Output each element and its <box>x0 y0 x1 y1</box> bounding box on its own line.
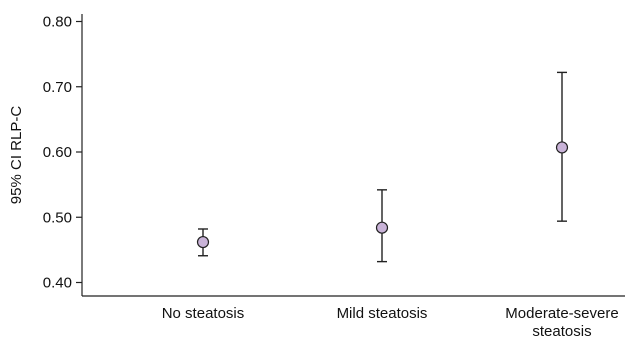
y-tick-label: 0.80 <box>43 14 72 31</box>
y-tick-label: 0.60 <box>43 144 72 161</box>
data-point <box>555 141 569 154</box>
x-tick-label: steatosis <box>532 323 591 340</box>
y-tick-label: 0.70 <box>43 79 72 96</box>
x-tick-label: Moderate-severe <box>505 305 618 322</box>
y-tick-label: 0.40 <box>43 275 72 292</box>
y-axis-title: 95% CI RLP-C <box>8 106 25 205</box>
x-tick-label: No steatosis <box>162 305 245 322</box>
x-tick-label: Mild steatosis <box>337 305 428 322</box>
y-tick-label: 0.50 <box>43 209 72 226</box>
data-point <box>196 235 210 249</box>
data-point <box>375 221 389 234</box>
x-tick-labels: No steatosis Mild steatosis Moderate-sever… <box>162 305 619 340</box>
data-marks <box>196 71 569 263</box>
y-ticks: 0.40 0.50 0.60 0.70 0.80 <box>43 14 82 292</box>
